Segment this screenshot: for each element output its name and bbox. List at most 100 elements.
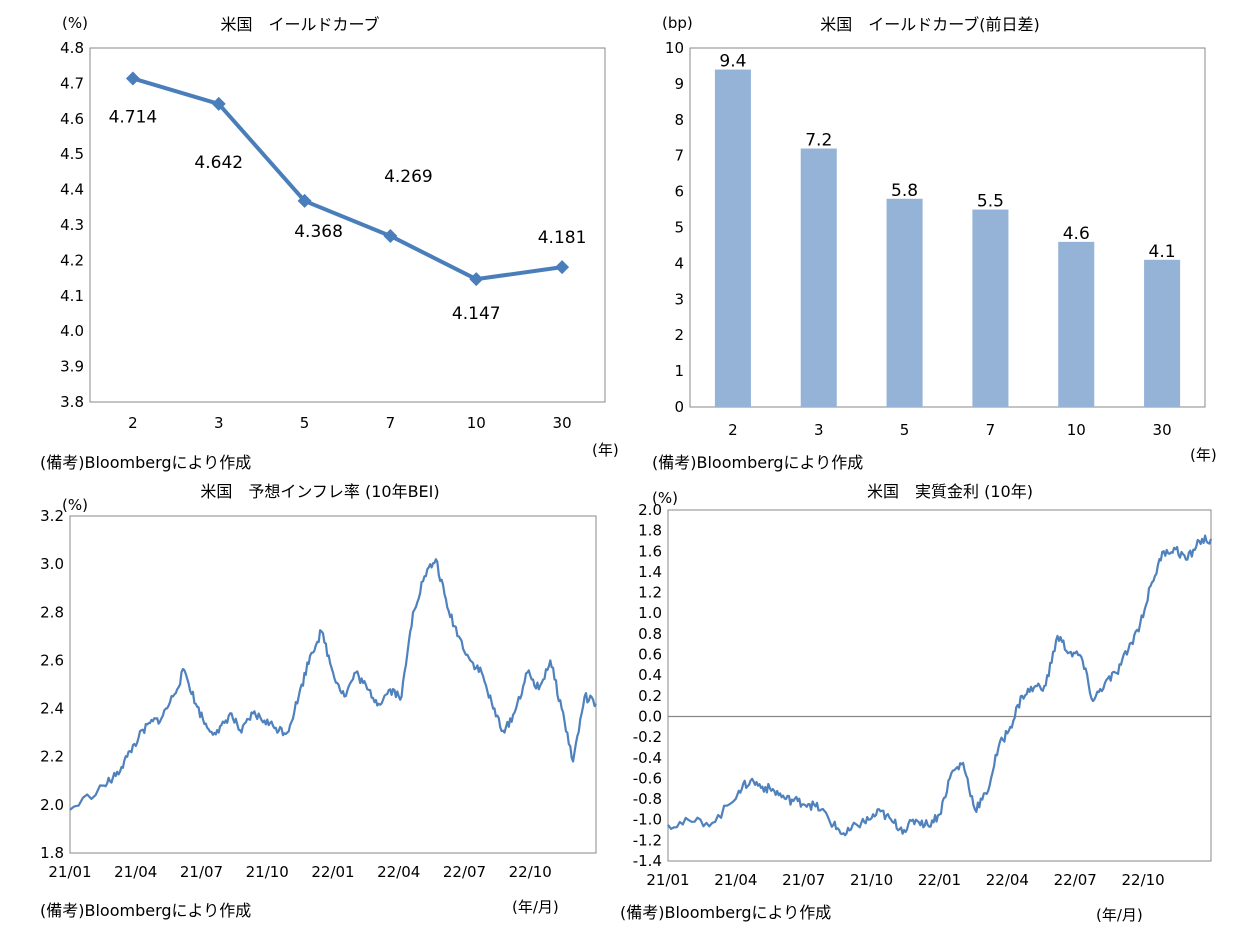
chart-title: 米国 イールドカーブ	[220, 15, 379, 34]
x-unit-label: (年)	[1190, 446, 1217, 464]
x-tick-label: 21/01	[48, 863, 91, 881]
y-tick-label: 2.4	[40, 700, 64, 718]
x-tick-label: 2	[728, 421, 738, 439]
y-unit-label: (bp)	[662, 14, 693, 32]
y-tick-label: 1	[674, 362, 684, 380]
x-tick-label: 3	[814, 421, 824, 439]
y-tick-label: -1.4	[633, 852, 662, 870]
plot-area-frame	[667, 509, 1212, 862]
x-tick-label: 21/04	[114, 863, 157, 881]
x-tick-label: 22/07	[1054, 871, 1097, 889]
bar	[972, 209, 1009, 407]
y-tick-label: 8	[674, 111, 684, 129]
x-tick-label: 5	[300, 414, 310, 432]
y-tick-label: -0.2	[633, 728, 662, 746]
bar	[886, 198, 923, 407]
y-tick-label: 4.3	[60, 216, 84, 234]
y-tick-label: 10	[665, 39, 684, 57]
y-tick-label: 3	[674, 290, 684, 308]
data-label: 5.8	[891, 181, 918, 201]
y-tick-label: 3.9	[60, 358, 84, 376]
y-tick-label: 1.6	[638, 542, 662, 560]
y-tick-label: 9	[674, 75, 684, 93]
x-tick-label: 5	[900, 421, 910, 439]
plot-area-frame	[69, 515, 597, 854]
y-tick-label: 2	[674, 326, 684, 344]
data-label: 4.269	[384, 167, 433, 187]
source-note: (備考)Bloombergにより作成	[652, 453, 863, 472]
x-tick-label: 21/04	[714, 871, 757, 889]
x-tick-label: 22/01	[918, 871, 961, 889]
chart-title: 米国 実質金利 (10年)	[867, 482, 1033, 501]
bar	[800, 148, 837, 407]
x-tick-label: 22/10	[509, 863, 552, 881]
chart-title: 米国 予想インフレ率 (10年BEI)	[200, 482, 439, 501]
x-tick-label: 10	[1067, 421, 1086, 439]
x-tick-label: 10	[467, 414, 486, 432]
plot-area-frame	[89, 47, 606, 403]
x-tick-label: 21/10	[246, 863, 289, 881]
series-line	[667, 534, 1213, 837]
x-unit-label: (年)	[592, 441, 619, 459]
x-tick-label: 30	[1153, 421, 1172, 439]
y-tick-label: 3.2	[40, 507, 64, 525]
y-tick-label: 0.8	[638, 625, 662, 643]
y-tick-label: 7	[674, 147, 684, 165]
y-tick-label: 1.4	[638, 563, 662, 581]
y-tick-label: -1.2	[633, 831, 662, 849]
y-tick-label: 2.6	[40, 651, 64, 669]
source-note: (備考)Bloombergにより作成	[40, 453, 251, 472]
y-tick-label: -0.8	[633, 790, 662, 808]
y-tick-label: 4.8	[60, 39, 84, 57]
data-point	[125, 71, 140, 86]
yield-diff-bar-chart: 米国 イールドカーブ(前日差) (bp) (年) (備考)Bloombergによ…	[652, 14, 1217, 472]
series-line	[69, 558, 597, 811]
x-tick-label: 21/07	[782, 871, 825, 889]
x-tick-label: 3	[214, 414, 224, 432]
x-tick-label: 22/10	[1122, 871, 1165, 889]
y-tick-label: 0	[674, 398, 684, 416]
x-tick-label: 30	[553, 414, 572, 432]
source-note: (備考)Bloombergにより作成	[620, 903, 831, 922]
chart-title: 米国 イールドカーブ(前日差)	[820, 15, 1040, 34]
data-label: 5.5	[977, 192, 1004, 212]
bar	[1058, 241, 1095, 407]
x-tick-label: 22/07	[443, 863, 486, 881]
data-label: 4.368	[294, 222, 343, 242]
y-tick-label: 0.0	[638, 707, 662, 725]
data-point	[383, 228, 398, 243]
y-tick-label: 0.2	[638, 687, 662, 705]
data-point	[555, 260, 570, 275]
y-tick-label: 3.8	[60, 393, 84, 411]
y-tick-label: 2.0	[638, 501, 662, 519]
data-label: 7.2	[805, 131, 832, 151]
y-tick-label: -0.6	[633, 769, 662, 787]
x-unit-label: (年/月)	[512, 898, 559, 916]
x-unit-label: (年/月)	[1096, 906, 1143, 924]
series-line	[132, 76, 563, 282]
data-point	[469, 272, 484, 287]
x-tick-label: 22/04	[986, 871, 1029, 889]
real-interest-rate-chart: 米国 実質金利 (10年) (%) (年/月) (備考)Bloombergにより…	[620, 482, 1213, 924]
y-tick-label: 1.0	[638, 604, 662, 622]
y-unit-label: (%)	[652, 489, 678, 507]
y-tick-label: 3.0	[40, 555, 64, 573]
x-tick-label: 2	[128, 414, 138, 432]
plot-area-frame	[689, 47, 1206, 408]
y-tick-label: 1.8	[40, 844, 64, 862]
bar	[714, 69, 751, 407]
y-unit-label: (%)	[62, 14, 88, 32]
x-tick-label: 7	[986, 421, 996, 439]
x-tick-label: 22/01	[311, 863, 354, 881]
y-tick-label: 0.6	[638, 646, 662, 664]
data-point	[211, 96, 226, 111]
data-label: 4.181	[538, 228, 587, 248]
y-tick-label: 4.1	[60, 287, 84, 305]
data-label: 4.642	[194, 153, 243, 173]
bar	[1144, 259, 1181, 407]
y-tick-label: 1.2	[638, 584, 662, 602]
x-tick-label: 21/01	[646, 871, 689, 889]
y-tick-label: 6	[674, 183, 684, 201]
y-tick-label: 5	[674, 219, 684, 237]
